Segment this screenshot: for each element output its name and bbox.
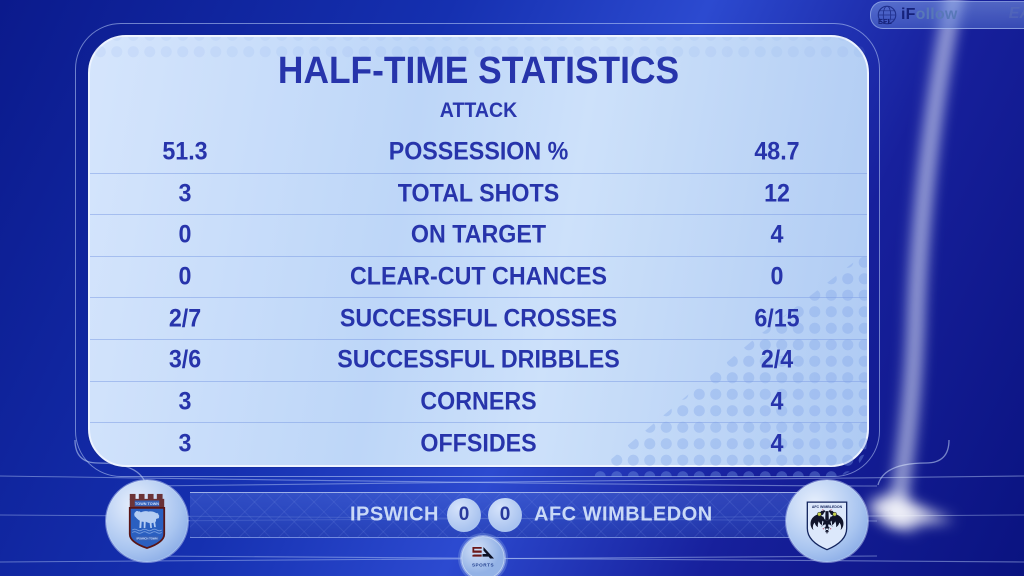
svg-text:TOWN TOWN: TOWN TOWN [135,502,159,506]
svg-text:IPSWICH TOWN: IPSWICH TOWN [137,536,158,540]
svg-text:SPORTS: SPORTS [472,562,494,567]
svg-text:AFC WIMBLEDON: AFC WIMBLEDON [812,505,843,509]
